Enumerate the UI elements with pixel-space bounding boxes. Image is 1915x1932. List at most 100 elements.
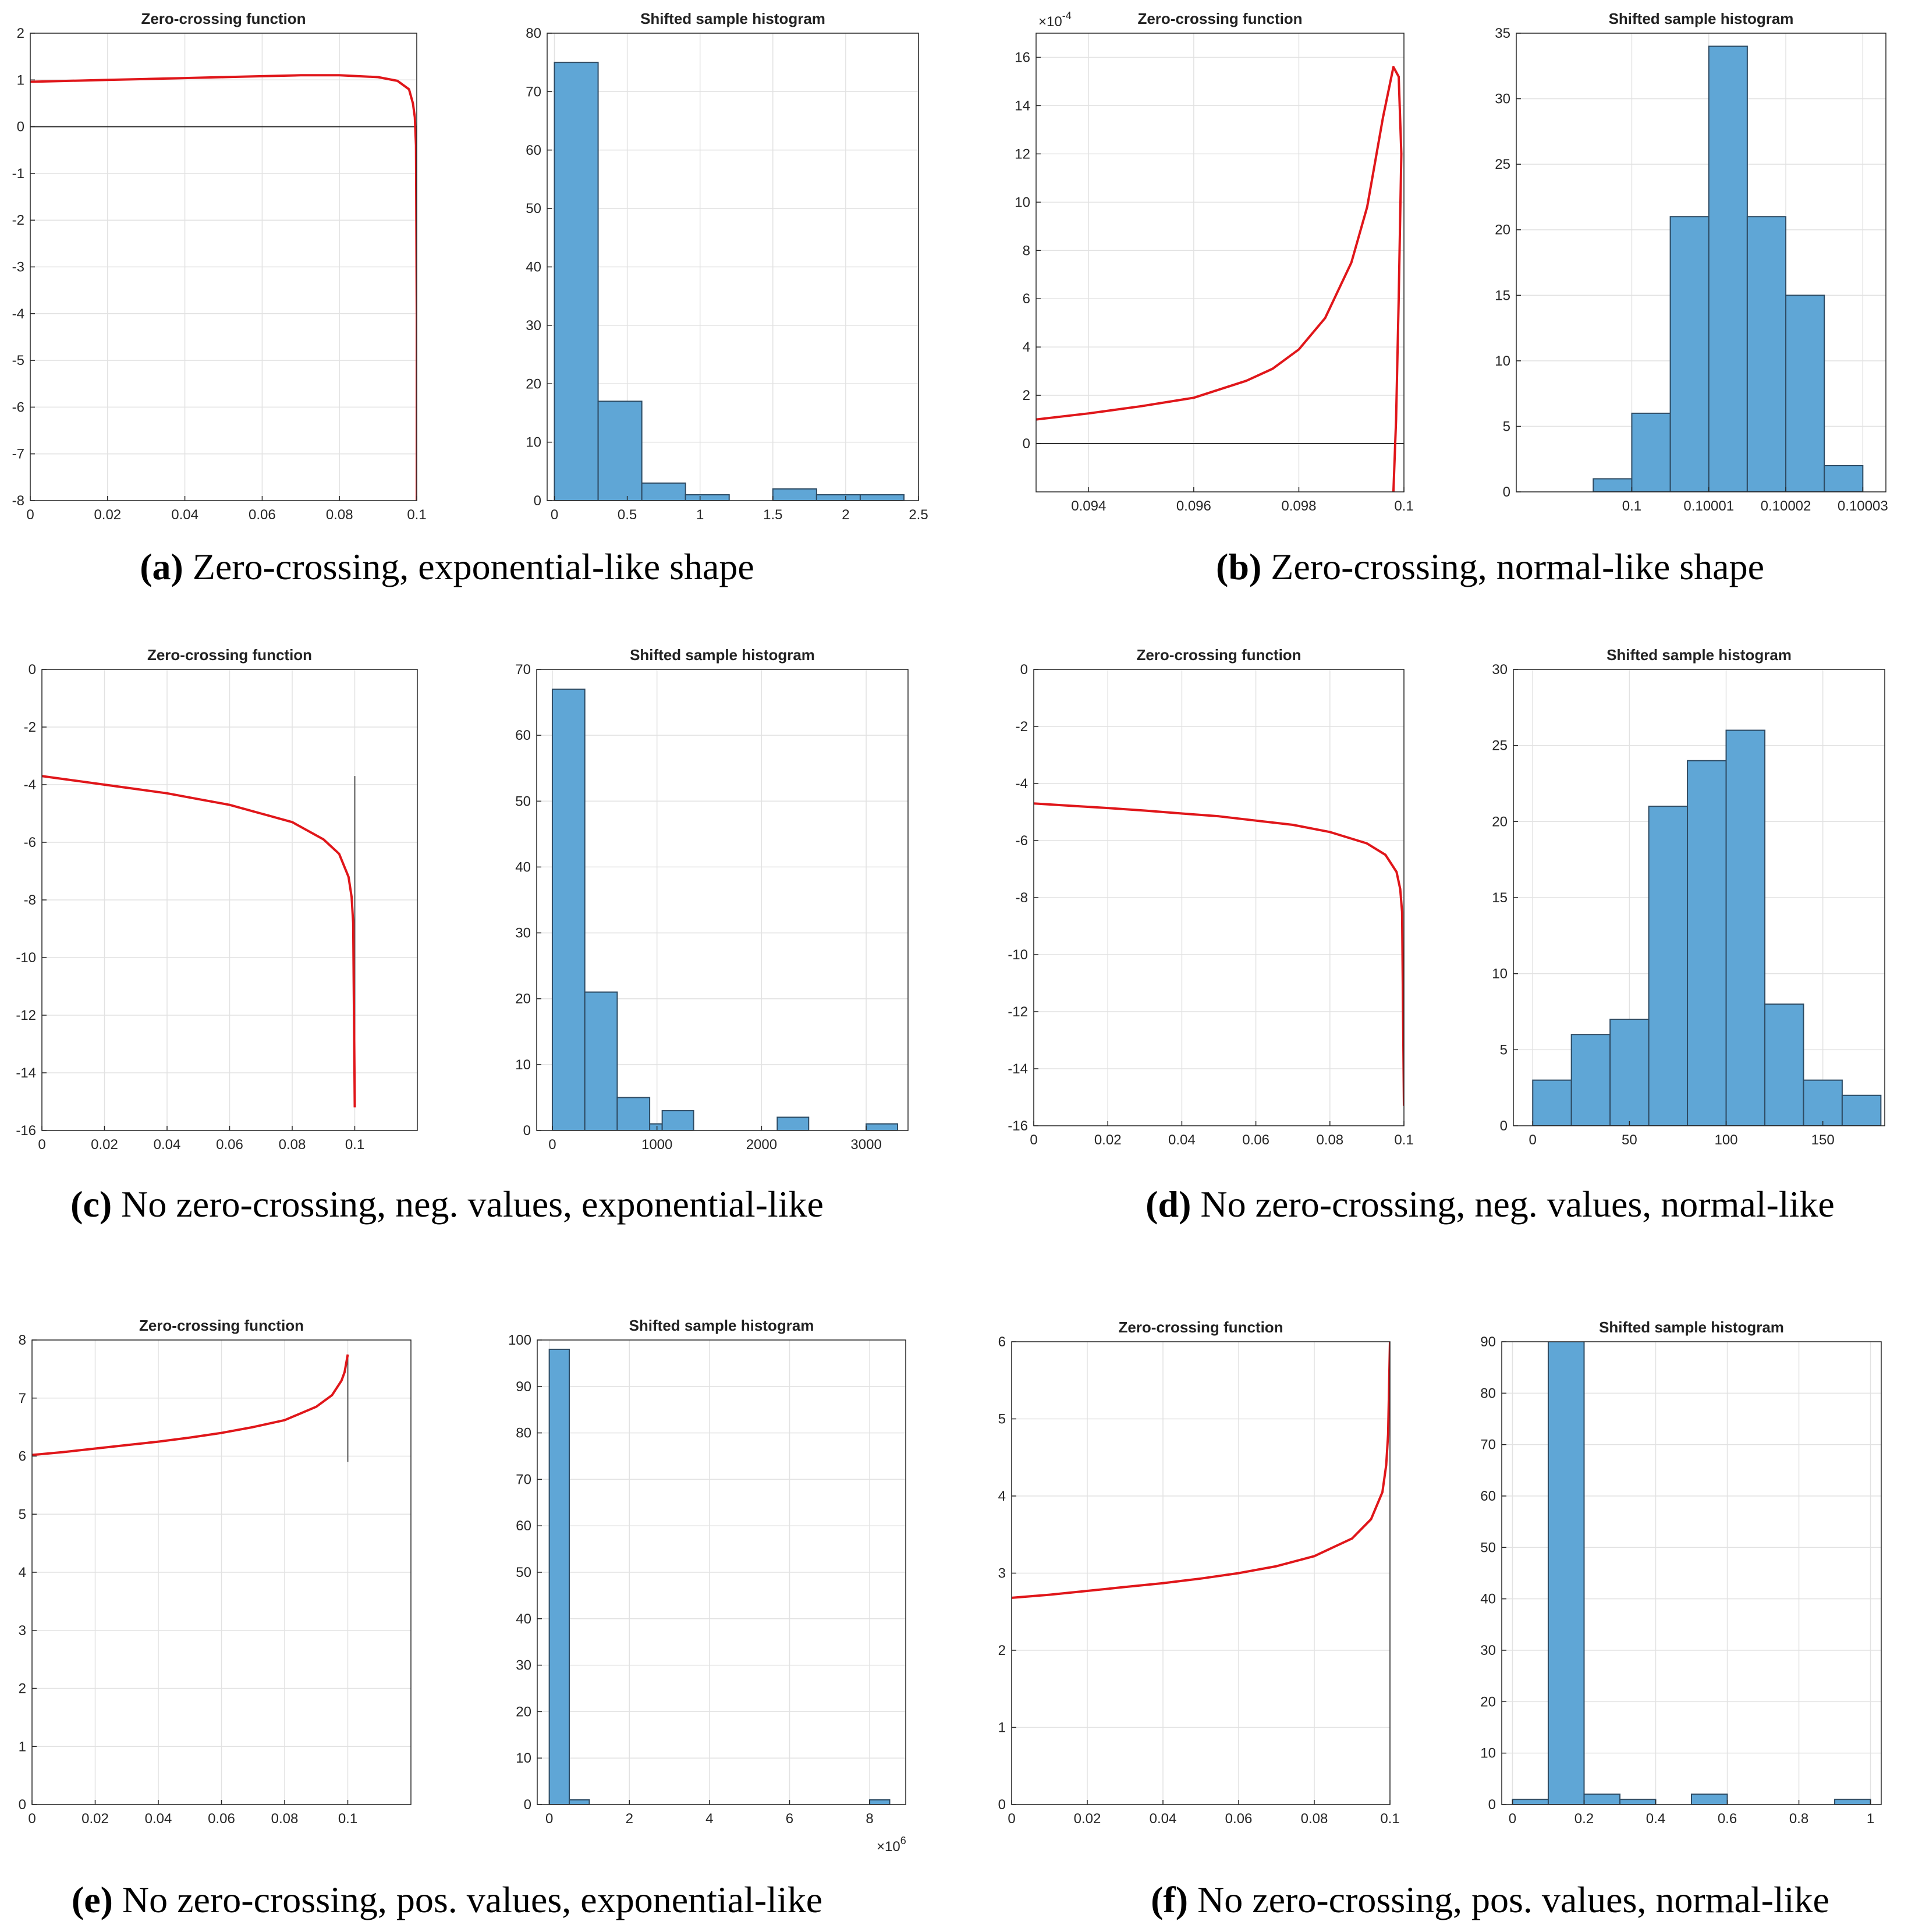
histogram-bar [569, 1799, 590, 1805]
x-tick-label: 0.1 [1394, 498, 1413, 514]
y-tick-label: 10 [1015, 194, 1030, 210]
subfigure-caption: (d) No zero-crossing, neg. values, norma… [1146, 1183, 1835, 1225]
y-tick-label: 3 [998, 1566, 1006, 1582]
y-tick-label: 20 [516, 1704, 531, 1720]
x-tick-label: 1 [696, 507, 704, 523]
x-tick-label: 150 [1811, 1132, 1835, 1148]
y-tick-label: 10 [516, 1750, 531, 1766]
y-tick-label: 20 [1480, 1694, 1496, 1710]
x-tick-label: 0.02 [94, 507, 121, 523]
caption-label: (f) [1151, 1879, 1188, 1920]
x-tick-label: 0 [551, 507, 558, 523]
y-tick-label: 20 [1492, 814, 1508, 829]
x-tick-label: 0 [548, 1137, 556, 1153]
histogram-bar [1648, 806, 1689, 1126]
axes-box [1501, 1341, 1882, 1805]
chart-title: Zero-crossing function [139, 1317, 304, 1334]
subfigure-caption: (a) Zero-crossing, exponential-like shap… [140, 546, 754, 587]
x-tick-label: 0.1 [1394, 1132, 1413, 1148]
x-tick-label: 50 [1622, 1132, 1637, 1148]
function-curve [32, 1354, 349, 1456]
x-tick-label: 0 [26, 507, 34, 523]
x-tick-label: 0.02 [1074, 1811, 1101, 1827]
y-tick-label: 2 [17, 26, 24, 41]
axis-exponent-label: ×10-4 [1038, 10, 1072, 30]
x-tick-label: 2000 [746, 1137, 777, 1153]
histogram-bar [866, 1123, 899, 1130]
y-tick-label: 4 [998, 1488, 1006, 1504]
x-tick-label: 0.8 [1789, 1811, 1808, 1827]
y-tick-label: 30 [526, 318, 541, 334]
x-tick-label: 0.06 [1242, 1132, 1269, 1148]
y-tick-label: 0 [1503, 484, 1510, 500]
x-tick-label: 0.10002 [1761, 498, 1811, 514]
y-tick-label: 1 [998, 1720, 1006, 1736]
y-tick-label: 50 [516, 1565, 531, 1580]
x-tick-label: 0 [1008, 1811, 1015, 1827]
x-tick-label: 0.06 [1225, 1811, 1253, 1827]
y-tick-label: -8 [12, 493, 24, 509]
x-tick-label: 0.02 [81, 1811, 109, 1827]
y-tick-label: 0 [19, 1797, 26, 1813]
y-tick-label: -14 [1008, 1061, 1028, 1077]
x-tick-label: 100 [1714, 1132, 1737, 1148]
y-tick-label: 2 [1023, 388, 1030, 403]
x-tick-label: 0.2 [1574, 1811, 1594, 1827]
y-tick-label: -6 [12, 399, 24, 415]
histogram-bar [1631, 412, 1671, 492]
x-tick-label: 0.1 [1380, 1811, 1399, 1827]
x-tick-label: 0 [38, 1137, 45, 1153]
histogram-bar [1824, 465, 1864, 492]
x-tick-label: 2 [626, 1811, 633, 1827]
y-tick-label: 40 [1480, 1591, 1496, 1607]
y-tick-label: 50 [526, 201, 541, 217]
chart-a2: 0 0.5 1 1.5 2 2.5 0 10 20 30 40 50 60 70 80 Shifted sam… [526, 10, 928, 523]
x-tick-label: 0.094 [1071, 498, 1106, 514]
y-tick-label: -8 [24, 892, 36, 908]
y-tick-label: 16 [1015, 49, 1030, 65]
chart-title: Shifted sample histogram [629, 1317, 814, 1334]
y-tick-label: 0 [1023, 436, 1030, 452]
caption-label: (c) [70, 1183, 112, 1225]
caption-label: (a) [140, 546, 183, 587]
x-tick-label: 0.08 [1301, 1811, 1328, 1827]
x-tick-label: 0.08 [1316, 1132, 1343, 1148]
chart-f2: 0 0.2 0.4 0.6 0.8 10102030405060708090Shifted… [1480, 1318, 1882, 1827]
chart-c2: 0 1000 2000 3000 0 10 20 30 40 50 60 70 Shifted samp… [515, 646, 909, 1153]
histogram-bar [815, 494, 861, 501]
y-tick-label: 0 [1020, 662, 1028, 678]
x-tick-label: 0.08 [326, 507, 353, 523]
histogram-bar [554, 62, 599, 501]
chart-c1: 0 0.02 0.04 0.06 0.08 0.1 -16 -14 -12 -10 -8 -6 -4 -2… [16, 646, 418, 1153]
y-tick-label: 1 [19, 1739, 26, 1754]
y-tick-label: -14 [16, 1065, 36, 1081]
caption-text: No zero-crossing, neg. values, exponenti… [112, 1183, 824, 1225]
y-tick-label: 60 [526, 143, 541, 158]
x-tick-label: 0.4 [1646, 1811, 1665, 1827]
y-tick-label: 0 [1488, 1797, 1496, 1813]
x-tick-label: 0.06 [249, 507, 276, 523]
function-curve [1034, 802, 1404, 1106]
y-tick-label: -7 [12, 446, 24, 462]
histogram-bar [649, 1123, 663, 1130]
y-tick-label: 6 [998, 1334, 1006, 1350]
y-tick-label: 6 [1023, 291, 1030, 307]
chart-d1: 0 0.02 0.04 0.06 0.08 0.1 -16 -14 -12 -10 -8 -6 -4 -2… [1008, 646, 1413, 1148]
y-tick-label: 70 [1480, 1437, 1496, 1453]
x-tick-label: 0.1 [338, 1811, 357, 1827]
chart-e1: 0 0.02 0.04 0.06 0.08 0.1 0 1 2 3 4 5 6 7 8 Zero-crossi… [19, 1317, 412, 1827]
x-tick-label: 0.10001 [1683, 498, 1734, 514]
x-tick-label: 0 [28, 1811, 36, 1827]
y-tick-label: 35 [1495, 26, 1510, 41]
y-tick-label: 10 [1492, 966, 1508, 982]
x-tick-label: 0.1 [1622, 498, 1641, 514]
x-tick-label: 3000 [850, 1137, 881, 1153]
y-tick-label: -1 [12, 166, 24, 182]
y-tick-label: 70 [515, 662, 531, 678]
x-tick-label: 0 [1030, 1132, 1037, 1148]
y-tick-label: 5 [19, 1506, 26, 1522]
axes-box [1035, 33, 1405, 492]
histogram-bar [1803, 1079, 1843, 1126]
y-tick-label: 80 [526, 26, 541, 41]
